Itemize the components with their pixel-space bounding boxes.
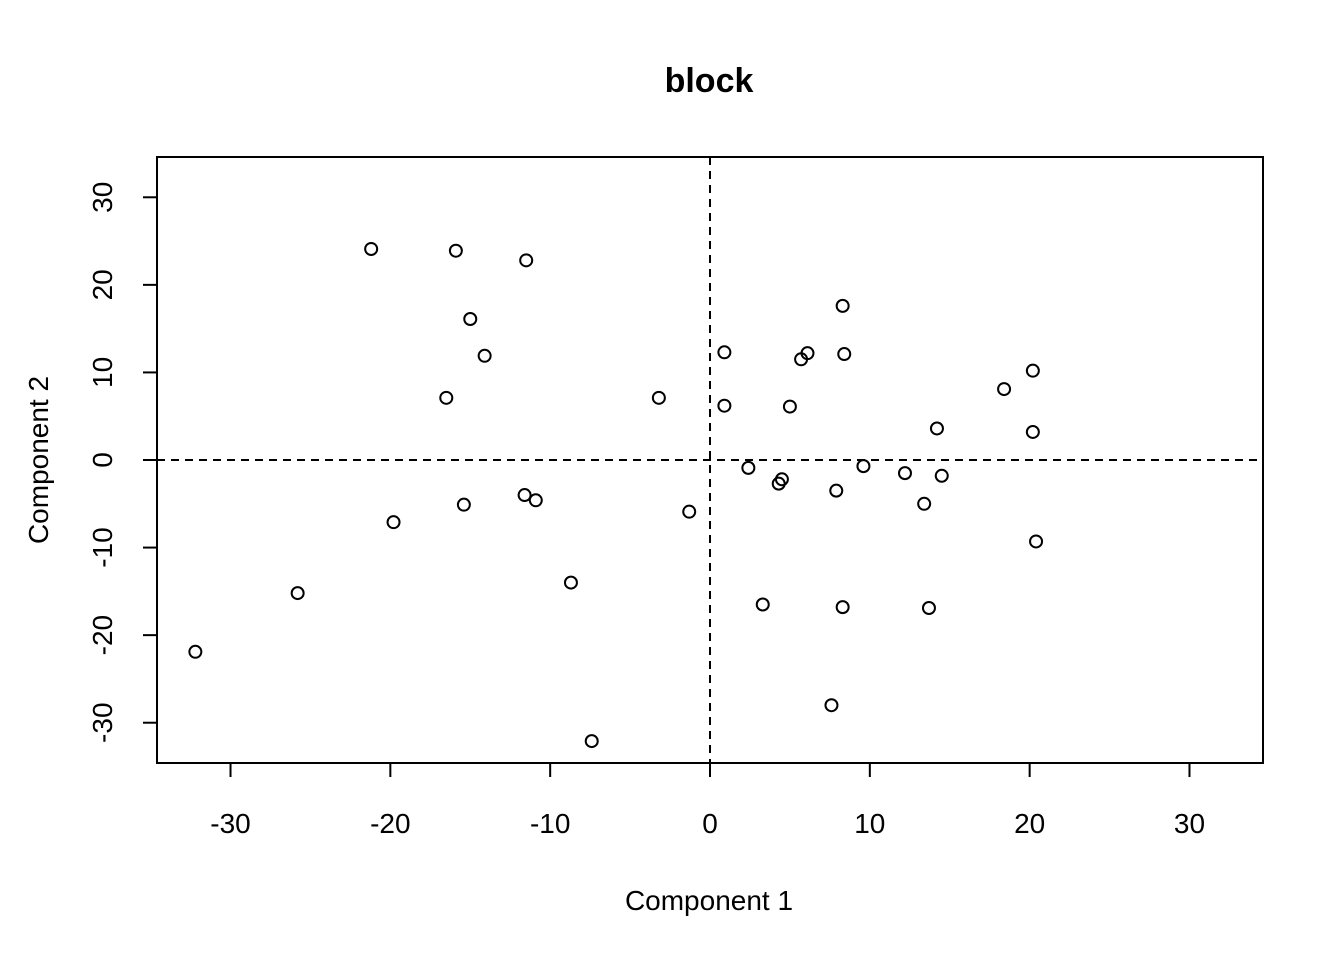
data-point <box>717 398 732 413</box>
reference-lines <box>157 157 1263 763</box>
data-point <box>917 496 932 511</box>
data-point <box>682 504 697 519</box>
data-point <box>837 347 852 362</box>
data-point <box>741 460 756 475</box>
data-point <box>1025 424 1040 439</box>
x-tick-label: 20 <box>1014 808 1045 839</box>
data-point <box>717 345 732 360</box>
data-point <box>290 586 305 601</box>
data-point <box>188 644 203 659</box>
data-point <box>364 241 379 256</box>
data-point <box>1025 363 1040 378</box>
data-point <box>448 243 463 258</box>
y-tick-label: 10 <box>87 357 118 388</box>
data-point <box>897 466 912 481</box>
data-point <box>782 399 797 414</box>
y-axis: -30 -20 -10 0 10 20 30 <box>87 182 158 743</box>
x-tick-label: 30 <box>1174 808 1205 839</box>
x-axis-label: Component 1 <box>625 885 793 916</box>
y-tick-label: 20 <box>87 269 118 300</box>
data-point <box>771 476 786 491</box>
data-point <box>800 346 815 361</box>
x-tick-label: -30 <box>210 808 250 839</box>
y-tick-label: -10 <box>87 527 118 567</box>
data-point <box>651 390 666 405</box>
data-point <box>456 497 471 512</box>
y-tick-label: 0 <box>87 452 118 468</box>
data-point <box>824 698 839 713</box>
data-point <box>856 459 871 474</box>
data-point <box>1029 534 1044 549</box>
data-point <box>584 734 599 749</box>
data-point <box>835 298 850 313</box>
x-axis: -30 -20 -10 0 10 20 30 <box>210 762 1205 839</box>
data-point <box>528 493 543 508</box>
data-point <box>519 253 534 268</box>
data-point <box>477 348 492 363</box>
x-tick-label: 10 <box>854 808 885 839</box>
data-point <box>386 515 401 530</box>
data-point <box>517 488 532 503</box>
y-tick-label: -20 <box>87 615 118 655</box>
data-point <box>997 382 1012 397</box>
data-point <box>829 483 844 498</box>
data-point <box>463 312 478 327</box>
y-axis-label: Component 2 <box>23 376 54 544</box>
data-point <box>921 600 936 615</box>
chart-title: block <box>665 62 754 100</box>
data-point <box>563 575 578 590</box>
data-point <box>755 597 770 612</box>
data-point <box>934 468 949 483</box>
x-tick-label: 0 <box>702 808 718 839</box>
y-tick-label: 30 <box>87 182 118 213</box>
x-tick-label: -20 <box>370 808 410 839</box>
data-points <box>188 241 1044 749</box>
data-point <box>835 600 850 615</box>
x-tick-label: -10 <box>530 808 570 839</box>
data-point <box>929 421 944 436</box>
data-point <box>439 390 454 405</box>
y-tick-label: -30 <box>87 702 118 742</box>
